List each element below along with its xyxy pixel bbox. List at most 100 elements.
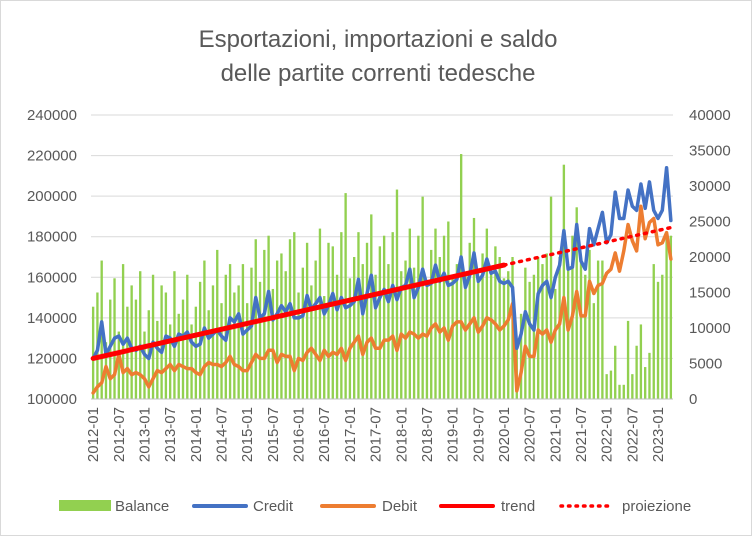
legend-label-debit: Debit	[382, 498, 418, 515]
balance-bar	[361, 264, 364, 399]
y-left-tick-label: 200000	[27, 188, 77, 205]
balance-bar	[391, 232, 394, 399]
balance-bar	[353, 257, 356, 399]
y-right-tick-label: 5000	[689, 356, 722, 373]
balance-bar	[297, 292, 300, 399]
balance-bar	[545, 253, 548, 399]
balance-bar	[318, 228, 322, 399]
balance-bar	[117, 331, 120, 399]
balance-bar	[216, 249, 219, 399]
x-tick-label: 2022-07	[624, 407, 641, 462]
balance-bar	[618, 384, 621, 399]
balance-bar	[489, 271, 493, 399]
balance-bar	[156, 320, 159, 399]
balance-bar	[588, 249, 591, 399]
legend-label-trend: trend	[501, 498, 535, 515]
y-left-tick-label: 140000	[27, 310, 77, 327]
balance-bar	[464, 274, 467, 399]
y-right-tick-label: 40000	[689, 107, 731, 124]
balance-bar	[519, 313, 523, 399]
x-tick-label: 2015-07	[265, 407, 282, 462]
balance-bar	[421, 196, 424, 399]
balance-bar	[228, 264, 232, 399]
chart-title-line-1: Esportazioni, importazioni e saldo	[199, 26, 558, 53]
balance-bar	[280, 253, 283, 399]
y-right-tick-label: 10000	[689, 320, 731, 337]
balance-bar	[130, 285, 133, 399]
x-tick-label: 2013-01	[137, 407, 154, 462]
balance-bar	[348, 278, 352, 399]
balance-bar	[477, 281, 480, 399]
y-right-tick-label: 25000	[689, 214, 731, 231]
balance-bar	[451, 278, 454, 399]
balance-bar	[314, 260, 317, 399]
balance-bar	[579, 260, 583, 399]
x-tick-label: 2019-01	[445, 407, 462, 462]
balance-bar	[434, 228, 437, 399]
balance-bar	[442, 235, 446, 399]
balance-bar	[507, 271, 510, 399]
legend: Balance Credit Debit trend proiezione	[59, 498, 691, 515]
balance-bar	[648, 352, 651, 399]
x-axis: 2012-01 2012-07 2013-01 2013-07 2014-01 2014-…	[85, 398, 673, 462]
x-tick-label: 2017-01	[342, 407, 359, 462]
balance-bar	[305, 242, 309, 399]
balance-bar	[661, 274, 664, 399]
balance-bar	[558, 257, 561, 399]
balance-bar	[340, 232, 343, 399]
balance-bar	[237, 285, 240, 399]
balance-bar	[288, 239, 292, 399]
balance-bar	[310, 285, 313, 399]
balance-bar	[139, 271, 142, 399]
y-left-tick-label: 220000	[27, 148, 77, 165]
balance-bar	[233, 292, 236, 399]
y-right-tick-label: 35000	[689, 143, 731, 160]
balance-bar	[344, 193, 347, 399]
balance-bar	[271, 288, 275, 399]
balance-bars	[91, 154, 673, 399]
balance-bar	[323, 296, 326, 399]
balance-bar	[601, 260, 604, 399]
balance-bar	[425, 281, 429, 399]
balance-bar	[143, 331, 146, 399]
balance-bar	[584, 274, 587, 399]
balance-bar	[284, 271, 287, 399]
balance-bar	[639, 324, 643, 399]
balance-bar	[91, 306, 95, 399]
balance-bar	[537, 257, 540, 399]
balance-bar	[301, 267, 304, 399]
balance-bar	[468, 242, 471, 399]
y-right-tick-label: 20000	[689, 249, 731, 266]
balance-bar	[532, 274, 536, 399]
balance-bar	[644, 367, 647, 399]
balance-bar	[220, 303, 223, 399]
balance-bar	[652, 264, 655, 399]
x-tick-label: 2019-07	[470, 407, 487, 462]
balance-bar	[669, 235, 673, 399]
balance-bar	[631, 374, 634, 399]
legend-label-proiezione: proiezione	[622, 498, 691, 515]
balance-bar	[605, 374, 608, 399]
balance-bar	[524, 267, 527, 399]
balance-bar	[485, 228, 489, 399]
x-tick-label: 2018-07	[419, 407, 436, 462]
x-tick-label: 2022-01	[599, 407, 616, 462]
x-tick-label: 2020-01	[496, 407, 513, 462]
x-tick-label: 2015-01	[239, 407, 256, 462]
x-tick-label: 2017-07	[368, 407, 385, 462]
balance-bar	[168, 324, 172, 399]
balance-bar	[378, 246, 382, 399]
balance-bar	[190, 324, 193, 399]
series-lines	[90, 165, 673, 395]
balance-bar	[164, 292, 168, 399]
y-axis-right: 40000 35000 30000 25000 20000 15000 10000 5000 0	[689, 107, 731, 408]
legend-swatch-balance	[59, 500, 111, 511]
x-tick-label: 2012-01	[85, 407, 102, 462]
x-tick-label: 2016-07	[316, 407, 333, 462]
y-right-tick-label: 15000	[689, 285, 731, 302]
balance-bar	[177, 313, 180, 399]
balance-bar	[408, 228, 411, 399]
balance-bar	[665, 239, 668, 399]
y-right-tick-label: 30000	[689, 178, 731, 195]
